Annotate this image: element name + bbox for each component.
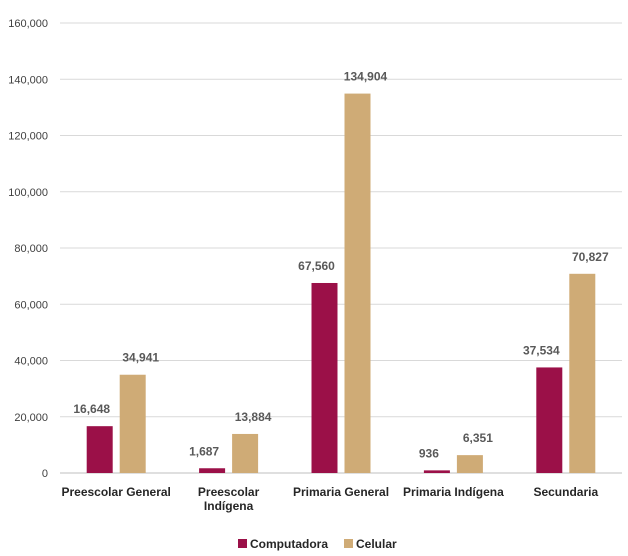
data-label-computadora-4: 37,534 [523,343,560,357]
bar-celular-4 [569,273,596,473]
bar-computadora-2 [311,282,338,473]
gridlines [60,22,622,474]
y-tick-label: 0 [42,468,48,480]
bar-celular-1 [232,433,259,473]
x-category-label: Preescolar General [61,485,170,499]
y-tick-label: 160,000 [8,18,48,30]
data-label-celular-4: 70,827 [572,250,609,264]
data-label-computadora-1: 1,687 [189,444,219,458]
bar-computadora-0 [86,426,113,473]
legend: Computadora Celular [238,537,397,551]
x-category-label: Primaria Indígena [403,485,504,499]
legend-swatch-computadora [238,539,247,548]
x-category-label: Preescolar [198,485,260,499]
bar-computadora-3 [423,470,450,473]
data-label-computadora-3: 936 [419,446,439,460]
data-label-computadora-0: 16,648 [73,402,110,416]
x-category-label: Indígena [204,499,254,513]
data-label-celular-1: 13,884 [235,410,272,424]
y-tick-label: 140,000 [8,74,48,86]
x-category-label: Primaria General [293,485,389,499]
bar-computadora-4 [536,367,563,473]
y-tick-label: 80,000 [14,243,48,255]
legend-label-computadora: Computadora [250,537,328,551]
bar-computadora-1 [199,468,226,473]
y-tick-label: 40,000 [14,356,48,368]
bars [86,93,596,474]
data-label-celular-2: 134,904 [344,70,388,84]
data-labels: 16,648 34,941 1,687 13,884 67,560 134,904 936 6… [73,70,609,461]
legend-swatch-celular [344,539,353,548]
bar-celular-3 [456,455,483,473]
legend-label-celular: Celular [356,537,397,551]
bar-celular-0 [119,374,146,473]
x-category-label: Secundaria [533,485,598,499]
y-tick-label: 20,000 [14,412,48,424]
data-label-celular-0: 34,941 [122,351,159,365]
data-label-computadora-2: 67,560 [298,259,335,273]
y-tick-label: 60,000 [14,299,48,311]
bar-celular-2 [344,93,371,474]
y-axis: 0 20,000 40,000 60,000 80,000 100,000 120,000 1… [8,18,48,480]
data-label-celular-3: 6,351 [463,431,493,445]
y-tick-label: 120,000 [8,131,48,143]
y-tick-label: 100,000 [8,187,48,199]
